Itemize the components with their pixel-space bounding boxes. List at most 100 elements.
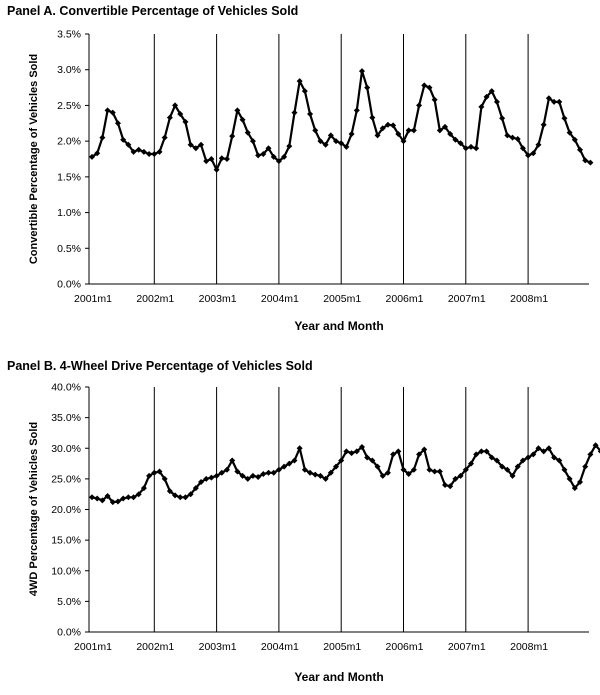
data-point [161,134,168,141]
data-point [307,469,314,476]
panel-a-y-ticks: 0.0% 0.5% 1.0% 1.5% 2.0% 2.5% 3.0% 3.5% [57,29,89,291]
data-point [493,457,500,464]
data-point [301,88,308,95]
data-point [540,448,547,455]
data-point [551,454,558,461]
data-point [493,98,500,105]
data-point [177,494,184,501]
data-point [333,463,340,470]
y-tick-label: 3.0% [57,64,81,76]
data-point [89,153,95,160]
data-point [551,98,558,105]
data-point [483,448,490,455]
data-point [198,141,205,148]
y-tick-label: 1.5% [57,171,81,183]
data-point [364,454,371,461]
data-point [504,466,511,473]
y-tick-label: 2.0% [57,136,81,148]
data-point [317,472,324,479]
y-tick-label: 35.0% [51,412,81,424]
data-point [514,463,521,470]
x-tick-label: 2005m1 [323,293,361,305]
data-point [109,499,116,506]
data-point [94,495,101,502]
panel-b-y-axis-label: 4WD Percentage of Vehicles Sold [28,422,40,596]
data-point [566,475,573,482]
data-point [192,485,199,492]
data-point [229,133,236,140]
x-tick-label: 2003m1 [199,641,237,653]
data-point [99,134,106,141]
data-point [369,457,376,464]
data-point [213,472,220,479]
panel-b-x-axis-label: Year and Month [294,670,383,684]
data-point [442,123,449,130]
data-point [556,98,563,105]
data-point [561,115,568,122]
data-point [530,150,537,157]
x-tick-label: 2001m1 [74,641,112,653]
data-point [348,450,355,457]
data-point [317,138,324,145]
data-point [275,158,282,165]
x-tick-label: 2008m1 [510,293,548,305]
data-point [410,466,417,473]
data-point [234,468,241,475]
data-point [519,145,526,152]
data-point [281,153,288,160]
data-point [457,472,464,479]
data-point [436,127,443,134]
data-point [473,451,480,458]
data-point [192,145,199,152]
data-point [322,475,329,482]
y-tick-label: 40.0% [51,382,81,394]
y-tick-label: 5.0% [57,596,81,608]
data-point [395,448,402,455]
data-point [525,152,532,159]
data-point [182,118,189,125]
data-point [545,95,552,102]
panel-a-markers [89,68,594,173]
x-tick-label: 2006m1 [386,641,424,653]
data-point [301,466,308,473]
x-tick-label: 2007m1 [448,641,486,653]
data-point [291,457,298,464]
data-point [270,469,277,476]
data-point [234,107,241,114]
data-point [312,471,319,478]
data-point [421,82,428,89]
data-point [255,474,262,481]
data-point [89,494,95,501]
data-point [99,497,106,504]
panel-b-y-ticks: 0.0% 5.0% 10.0% 15.0% 20.0% 25.0% 30.0% 35.0% 40… [51,382,89,639]
y-tick-label: 20.0% [51,504,81,516]
data-point [109,109,116,116]
data-point [249,138,256,145]
panel-b-x-ticks: 2001m1 2002m1 2003m1 2004m1 2005m1 2006m1 2007… [74,641,548,653]
data-point [467,460,474,467]
data-point [384,121,391,128]
data-point [312,127,319,134]
data-point [223,466,230,473]
y-tick-label: 10.0% [51,565,81,577]
data-point [130,494,137,501]
data-point [416,102,423,109]
data-point [400,138,407,145]
data-point [499,115,506,122]
data-point [416,451,423,458]
data-point [462,466,469,473]
data-point [182,494,189,501]
data-point [488,454,495,461]
data-point [358,444,365,451]
data-point [203,158,210,165]
data-point [535,445,542,452]
data-point [384,469,391,476]
data-point [343,143,350,150]
data-point [577,478,584,485]
data-point [177,111,184,117]
y-tick-label: 0.0% [57,279,81,291]
y-tick-label: 0.5% [57,243,81,255]
data-point [218,469,225,476]
data-point [364,84,371,91]
data-point [130,148,137,155]
